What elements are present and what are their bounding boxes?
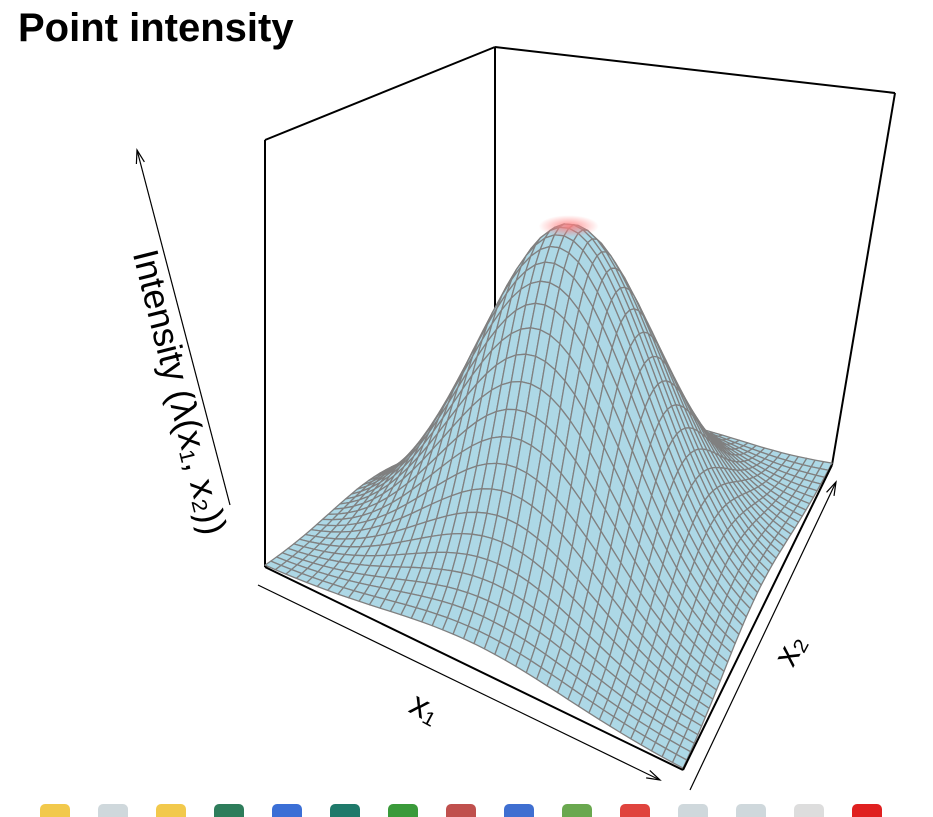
edit-icon[interactable] — [620, 804, 650, 817]
z-axis-arrow — [135, 148, 231, 506]
axis-arrowhead — [826, 480, 837, 496]
axis-line — [257, 584, 661, 781]
folder-icon[interactable] — [40, 804, 70, 817]
x2-axis-label: x₂ — [766, 628, 814, 673]
axis-arrowhead — [135, 148, 145, 165]
axis-line — [689, 481, 837, 791]
x1-axis-label: x₁ — [404, 685, 447, 732]
terminal-icon[interactable] — [214, 804, 244, 817]
file-icon[interactable] — [156, 804, 186, 817]
search-icon[interactable] — [794, 804, 824, 817]
box-edge — [494, 46, 896, 94]
file-icon[interactable] — [98, 804, 128, 817]
front-box-frame — [264, 464, 833, 771]
axis-arrowhead — [646, 770, 662, 781]
circle-icon[interactable] — [562, 804, 592, 817]
spreadsheet-icon[interactable] — [388, 804, 418, 817]
box-edge — [264, 46, 496, 141]
file-icon[interactable] — [678, 804, 708, 817]
z-axis-label: Intensity (λ(x₁, x₂)) — [125, 245, 235, 538]
surface-plot: Intensity (λ(x₁, x₂)) x₁ x₂ — [125, 46, 896, 791]
alert-icon[interactable] — [852, 804, 882, 817]
spreadsheet-icon[interactable] — [330, 804, 360, 817]
globe-icon[interactable] — [504, 804, 534, 817]
peak-highlight — [538, 215, 599, 238]
x2-axis-arrow — [689, 480, 837, 791]
file-icon[interactable] — [736, 804, 766, 817]
surface-mesh — [264, 215, 833, 769]
box-edge — [264, 566, 684, 771]
taskbar — [0, 800, 933, 817]
presentation-icon[interactable] — [446, 804, 476, 817]
chart-title: Point intensity — [18, 6, 294, 50]
browser-icon[interactable] — [272, 804, 302, 817]
axis-line — [136, 149, 231, 506]
box-edge — [831, 92, 896, 466]
box-edge — [682, 464, 833, 771]
surface-facet — [671, 753, 688, 769]
x1-axis-arrow — [257, 584, 662, 781]
